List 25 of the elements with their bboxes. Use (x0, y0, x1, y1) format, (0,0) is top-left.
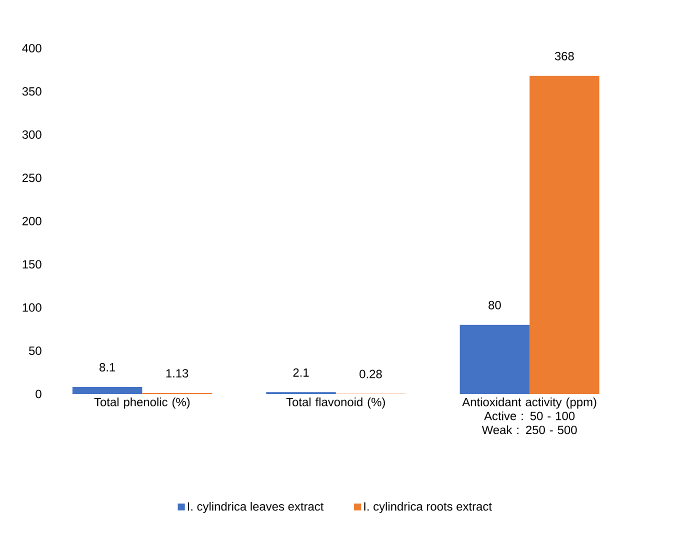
y-tick-label: 400 (22, 44, 42, 53)
data-label: 8.1 (100, 363, 116, 372)
x-tick-label: Total flavonoid (%) (286, 398, 385, 409)
y-tick-label: 150 (22, 260, 42, 269)
y-tick-label: 250 (22, 174, 42, 182)
bar (460, 325, 530, 394)
text: Weak : 250 - 500 (482, 426, 577, 434)
y-tick-label: 350 (22, 87, 42, 96)
data-label: 1.13 (166, 369, 188, 378)
bar (72, 387, 142, 394)
y-tick-label: 100 (22, 304, 42, 312)
x-tick-label: Antioxidant activity (ppm) (462, 398, 596, 409)
bar (530, 76, 600, 394)
x-tick-label: Total phenolic (%) (94, 398, 190, 409)
text: Active : 50 - 100 (484, 412, 575, 420)
data-label: 368 (554, 52, 574, 61)
y-tick-label: 300 (22, 130, 42, 140)
data-label: 2.1 (293, 368, 309, 377)
data-label: 80 (488, 301, 501, 310)
legend-label: I. cylindrica roots extract (364, 502, 492, 514)
data-label: 0.28 (360, 370, 382, 378)
y-tick-label: 0 (36, 390, 42, 398)
y-tick-label: 50 (29, 346, 42, 356)
y-tick-label: 200 (22, 217, 42, 226)
legend-label: I. cylindrica leaves extract (188, 502, 324, 514)
